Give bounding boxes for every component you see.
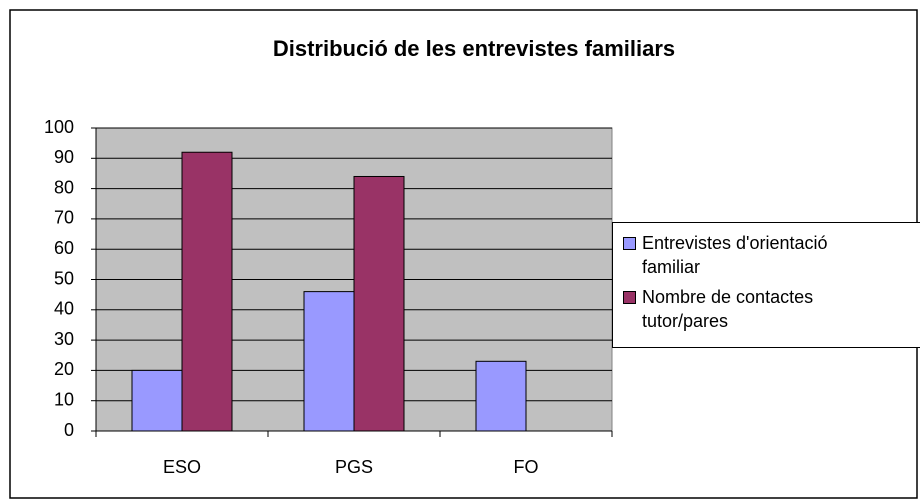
x-tick-label: ESO [163, 457, 201, 477]
y-tick-label: 40 [54, 299, 74, 319]
legend-entry: Entrevistes d'orientació familiar [623, 231, 920, 279]
y-tick-label: 60 [54, 238, 74, 258]
legend-entry: Nombre de contactes tutor/pares [623, 285, 920, 333]
y-tick-label: 30 [54, 329, 74, 349]
legend-swatch [623, 291, 636, 304]
y-tick-label: 20 [54, 359, 74, 379]
y-tick-label: 100 [44, 117, 74, 137]
y-tick-label: 90 [54, 147, 74, 167]
legend-label: Entrevistes d'orientació familiar [642, 233, 828, 277]
bar [303, 291, 355, 432]
x-tick-label: PGS [335, 457, 373, 477]
y-tick-label: 50 [54, 268, 74, 288]
x-tick-label: FO [514, 457, 539, 477]
y-tick-label: 0 [64, 420, 74, 440]
y-tick-label: 10 [54, 389, 74, 409]
legend: Entrevistes d'orientació familiar Nombre … [612, 222, 920, 348]
chart-title: Distribució de les entrevistes familiars [273, 36, 675, 61]
legend-label: Nombre de contactes tutor/pares [642, 287, 814, 331]
y-tick-label: 80 [54, 177, 74, 197]
bar [475, 360, 527, 432]
bar [353, 175, 405, 432]
bar [181, 151, 233, 432]
legend-swatch [623, 237, 636, 250]
y-tick-label: 70 [54, 208, 74, 228]
bar [131, 369, 183, 432]
